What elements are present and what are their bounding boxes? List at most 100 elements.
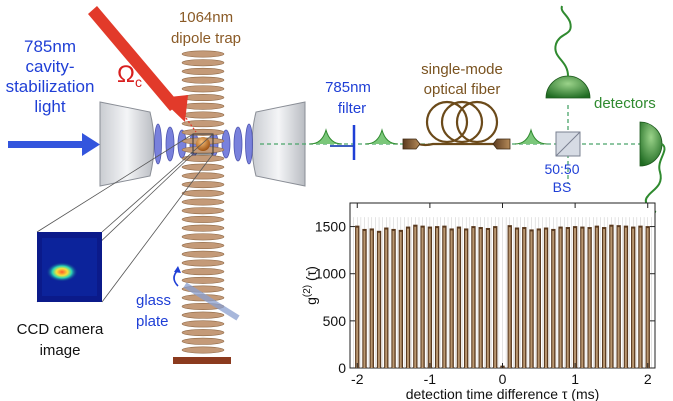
histogram-bar-highlight xyxy=(515,229,518,368)
atom-focus-box xyxy=(192,133,214,155)
input-beam-arrow xyxy=(8,133,100,156)
histogram-bar-highlight xyxy=(392,230,395,368)
cavity-light-label: 785nm cavity- stabilization light xyxy=(6,37,95,116)
histogram-bar-highlight xyxy=(544,229,547,368)
cavity-light-line-1: 785nm xyxy=(24,37,76,56)
glass-plate-line-1: glass xyxy=(136,292,171,309)
histogram-bar-highlight xyxy=(370,230,373,368)
x-tick-label: 0 xyxy=(499,371,507,387)
photon-pulse-3 xyxy=(514,128,548,145)
histogram-bar-highlight xyxy=(552,230,555,368)
lattice-disc xyxy=(181,198,225,206)
histogram-bar-highlight xyxy=(566,229,569,368)
x-tick-label: -1 xyxy=(424,371,437,387)
glass-plate xyxy=(183,282,240,321)
ccd-line-1: CCD camera xyxy=(17,321,104,338)
histogram-bar-highlight xyxy=(646,228,649,368)
lattice-disc xyxy=(181,102,225,110)
g2-histogram: 0 500 1000 1500 -2 -1 0 1 2 detection time differ… xyxy=(302,202,656,401)
lattice-disc xyxy=(181,85,225,93)
ccd-camera-image xyxy=(37,232,102,302)
fiber-coupler-right xyxy=(492,138,511,150)
histogram-bar-highlight xyxy=(588,229,591,368)
histogram-bar-highlight xyxy=(450,230,453,368)
lattice-disc xyxy=(181,224,225,232)
histogram-bar-highlight xyxy=(494,228,497,368)
histogram-bar-highlight xyxy=(523,229,526,368)
trapped-atom xyxy=(196,137,210,151)
histogram-bar-highlight xyxy=(457,228,460,368)
histogram-bar-highlight xyxy=(530,231,533,368)
histogram-bar-highlight xyxy=(465,230,468,368)
histogram-bar-highlight xyxy=(581,228,584,368)
y-axis-label: g(2) (τ) xyxy=(302,266,319,305)
fiber-line-2: optical fiber xyxy=(424,81,501,98)
histogram-bar-highlight xyxy=(385,229,388,368)
optical-fiber xyxy=(417,100,499,147)
photon-pulse-2 xyxy=(365,128,399,145)
fiber-label: single-mode optical fiber xyxy=(421,61,503,98)
bs-line-2: BS xyxy=(553,179,572,195)
y-tick-label: 1500 xyxy=(315,219,346,235)
lattice-disc xyxy=(181,189,225,197)
dipole-trap-line-2: dipole trap xyxy=(171,30,241,47)
glass-plate-line-2: plate xyxy=(136,313,169,330)
bs-line-1: 50:50 xyxy=(544,161,579,177)
cavity-light-line-4: light xyxy=(34,97,65,116)
lattice-disc xyxy=(181,233,225,241)
histogram-bar-highlight xyxy=(624,227,627,368)
histogram-bar-highlight xyxy=(559,228,562,368)
lattice-disc xyxy=(181,329,225,337)
histogram-bar-highlight xyxy=(377,232,380,368)
histogram-bar-highlight xyxy=(363,230,366,368)
histogram-bar-highlight xyxy=(508,227,511,368)
lattice-base xyxy=(173,357,231,364)
lattice-disc xyxy=(181,276,225,284)
lattice-disc xyxy=(181,259,225,267)
filter-line-1: 785nm xyxy=(325,79,371,96)
y-tick-label: 1000 xyxy=(315,266,346,282)
lattice-disc xyxy=(181,111,225,119)
histogram-bar-highlight xyxy=(479,229,482,368)
lattice-disc xyxy=(181,311,225,319)
histogram-bar-highlight xyxy=(472,228,475,368)
y-tick-label: 0 xyxy=(338,360,346,376)
lattice-disc xyxy=(181,154,225,162)
histogram-bar-highlight xyxy=(399,231,402,368)
histogram-bar-highlight xyxy=(574,228,576,368)
ccd-line-2: image xyxy=(40,342,81,359)
histogram-bar-highlight xyxy=(537,230,540,368)
lattice-disc xyxy=(181,94,225,102)
filter-line-2: filter xyxy=(338,100,366,117)
beam-splitter-label: 50:50 BS xyxy=(544,161,579,195)
fiber-coupler-left xyxy=(402,138,421,150)
x-tick-label: 1 xyxy=(571,371,579,387)
x-tick-label: 2 xyxy=(644,371,652,387)
histogram-bar-highlight xyxy=(617,227,620,368)
lattice-disc xyxy=(181,337,225,345)
lattice-disc xyxy=(181,215,225,223)
lattice-disc xyxy=(181,120,225,128)
histogram-bar-highlight xyxy=(443,227,446,368)
histogram-bar-highlight xyxy=(421,227,424,368)
dipole-trap-label: 1064nm dipole trap xyxy=(171,9,241,47)
lattice-disc xyxy=(181,172,225,180)
histogram-bar-highlight xyxy=(603,229,606,368)
fiber-line-1: single-mode xyxy=(421,61,503,78)
control-beam-arrow xyxy=(88,6,197,133)
detector-right xyxy=(639,121,666,213)
lattice-disc xyxy=(181,242,225,250)
lattice-disc xyxy=(181,320,225,328)
detectors-label: detectors xyxy=(594,95,656,112)
cavity-light-line-3: stabilization xyxy=(6,77,95,96)
omega-c-label: Ωc xyxy=(117,61,142,90)
histogram-bar-highlight xyxy=(428,228,431,368)
histogram-bar-highlight xyxy=(414,226,417,368)
histogram-bar-highlight xyxy=(632,228,635,368)
lattice-disc xyxy=(181,181,225,189)
x-axis-label: detection time difference τ (ms) xyxy=(406,386,600,401)
histogram-bar-highlight xyxy=(595,227,598,368)
histogram-bar-highlight xyxy=(407,228,409,368)
lattice-disc xyxy=(181,67,225,75)
